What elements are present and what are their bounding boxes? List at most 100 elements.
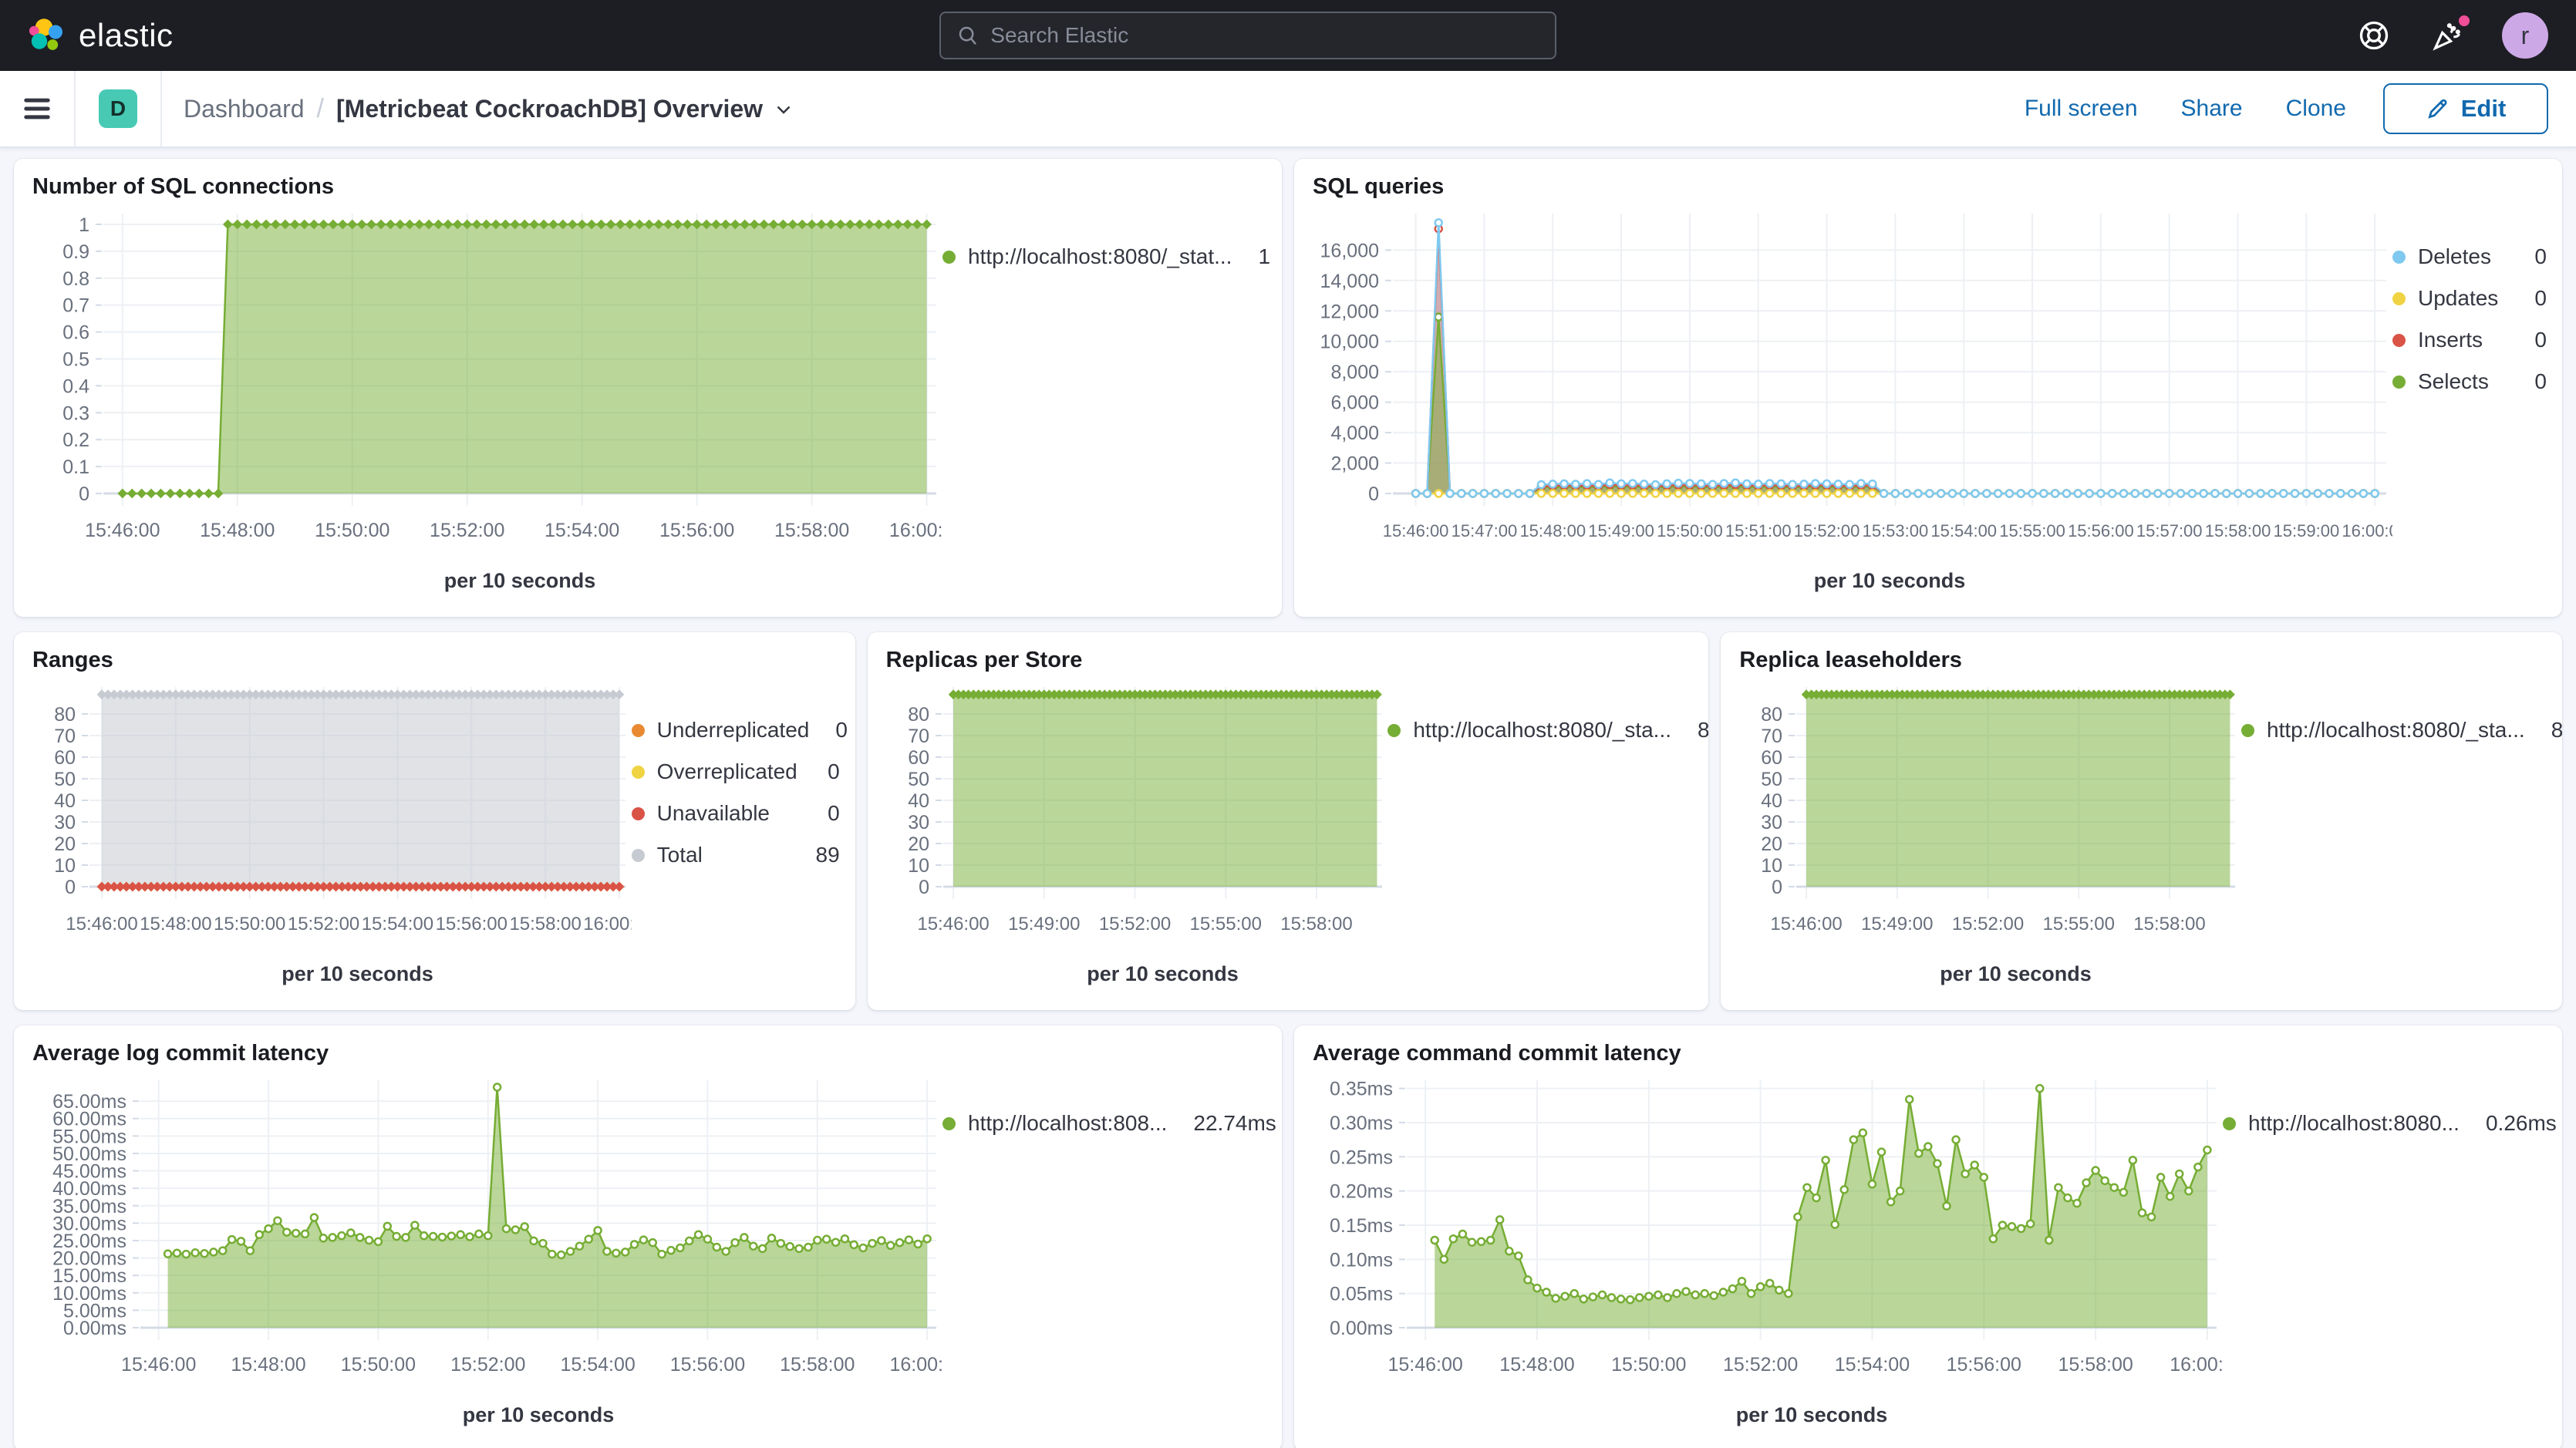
svg-text:15:48:00: 15:48:00 xyxy=(1499,1354,1574,1376)
chart-replica-leaseholders[interactable]: 0 10 20 30 40 50 60 70 80 15:46:00 15:49:00 15:52:0… xyxy=(1730,675,2241,1004)
svg-text:per 10 seconds: per 10 seconds xyxy=(1736,1403,1888,1426)
help-button[interactable] xyxy=(2354,15,2394,56)
svg-text:15:59:00: 15:59:00 xyxy=(2274,521,2340,540)
chart-row: 0 2,000 4,000 6,000 8,000 10,000 12,000 14,000 1… xyxy=(1294,201,2562,617)
edit-button[interactable]: Edit xyxy=(2383,83,2548,134)
legend-item[interactable]: Selects 0 xyxy=(2392,369,2547,394)
legend-value: 0.26ms xyxy=(2485,1111,2557,1135)
chart-row: 0 0.1 0.2 0.3 0.4 0.5 0.6 0.7 0.8 0.9 1 15:46:00 15:… xyxy=(14,201,1282,617)
svg-text:30: 30 xyxy=(908,812,929,833)
legend-item[interactable]: Overreplicated 0 xyxy=(631,759,840,784)
chart-replicas-per-store[interactable]: 0 10 20 30 40 50 60 70 80 15:46:00 15:49:00 15:52:0… xyxy=(877,675,1388,1004)
panel-title-avg-command-commit-latency: Average command commit latency xyxy=(1313,1041,1681,1066)
svg-text:15:56:00: 15:56:00 xyxy=(670,1354,745,1376)
party-popper-icon xyxy=(2433,23,2461,51)
svg-text:per 10 seconds: per 10 seconds xyxy=(1940,962,2092,985)
svg-text:0.5: 0.5 xyxy=(62,349,89,370)
svg-text:15.00ms: 15.00ms xyxy=(52,1265,126,1287)
global-search[interactable] xyxy=(939,12,1557,59)
svg-text:16:00:00: 16:00:00 xyxy=(583,914,632,934)
svg-text:20.00ms: 20.00ms xyxy=(52,1248,126,1270)
legend-item[interactable]: http://localhost:808... 22.74ms xyxy=(942,1111,1276,1136)
legend-item[interactable]: Underreplicated 0 xyxy=(631,718,848,743)
svg-text:15:54:00: 15:54:00 xyxy=(545,520,619,541)
svg-text:30: 30 xyxy=(54,812,76,833)
chart-sql-connections[interactable]: 0 0.1 0.2 0.3 0.4 0.5 0.6 0.7 0.8 0.9 1 15:46:00 15:… xyxy=(23,201,942,611)
chart-avg-log-commit-latency[interactable]: 0.00ms 5.00ms 10.00ms 15.00ms 20.00ms 25.00ms… xyxy=(23,1068,942,1445)
legend-dot xyxy=(2392,250,2406,264)
panel-ranges: Ranges 0 10 20 30 40 50 60 70 80 15:46:00 15:48:00 1… xyxy=(14,632,855,1010)
legend-item[interactable]: http://localhost:8080/_sta... 89 xyxy=(2241,718,2562,743)
legend-dot xyxy=(2241,723,2255,737)
svg-text:14,000: 14,000 xyxy=(1320,271,1379,292)
menu-button[interactable] xyxy=(0,71,74,146)
share-button[interactable]: Share xyxy=(2180,96,2243,121)
chart-row: 0 10 20 30 40 50 60 70 80 15:46:00 15:48:00 15:50:0… xyxy=(14,675,855,1010)
chart-row: 0 10 20 30 40 50 60 70 80 15:46:00 15:49:00 15:52:0… xyxy=(1721,675,2562,1010)
legend-item[interactable]: http://localhost:8080/_stat... 1 xyxy=(942,244,1270,269)
legend-value: 0 xyxy=(2534,244,2547,268)
svg-text:15:52:00: 15:52:00 xyxy=(450,1354,525,1376)
legend-item[interactable]: http://localhost:8080... 0.26ms xyxy=(2223,1111,2557,1136)
legend-dot xyxy=(2392,375,2406,389)
legend-value: 0 xyxy=(2534,286,2547,310)
legend-label: http://localhost:808... xyxy=(968,1111,1168,1135)
panel-replicas-per-store: Replicas per Store 0 10 20 30 40 50 60 70 80 15:46… xyxy=(867,632,1709,1010)
svg-text:60: 60 xyxy=(54,747,76,769)
svg-text:15:58:00: 15:58:00 xyxy=(2134,914,2206,934)
svg-text:0.00ms: 0.00ms xyxy=(1330,1318,1393,1339)
svg-text:15:50:00: 15:50:00 xyxy=(341,1354,416,1376)
svg-text:50: 50 xyxy=(1762,769,1783,790)
panel-row-1: Number of SQL connections 0 0.1 0.2 0.3 0.4 0.… xyxy=(14,159,2562,617)
chart-avg-command-commit-latency[interactable]: 0.00ms 0.05ms 0.10ms 0.15ms 0.20ms 0.25ms 0.30… xyxy=(1303,1068,2223,1445)
svg-text:0.1: 0.1 xyxy=(62,456,89,478)
svg-text:16:00:00: 16:00:00 xyxy=(889,1354,942,1376)
svg-text:15:50:00: 15:50:00 xyxy=(1611,1354,1686,1376)
panel-row-2: Ranges 0 10 20 30 40 50 60 70 80 15:46:00 15:48:00 1… xyxy=(14,632,2563,1010)
svg-text:0.00ms: 0.00ms xyxy=(63,1318,126,1339)
legend-item[interactable]: Updates 0 xyxy=(2392,286,2547,311)
svg-text:0.2: 0.2 xyxy=(62,429,89,451)
legend-value: 0 xyxy=(828,801,840,825)
svg-text:16:00:00: 16:00:00 xyxy=(2342,521,2392,540)
svg-text:15:58:00: 15:58:00 xyxy=(780,1354,855,1376)
svg-text:40: 40 xyxy=(1762,790,1783,812)
svg-text:15:55:00: 15:55:00 xyxy=(1189,914,1261,934)
space-badge[interactable]: D xyxy=(99,89,137,128)
chart-ranges[interactable]: 0 10 20 30 40 50 60 70 80 15:46:00 15:48:00 15:50:0… xyxy=(23,675,632,1004)
svg-text:15:46:00: 15:46:00 xyxy=(121,1354,196,1376)
legend-item[interactable]: Unavailable 0 xyxy=(631,801,840,826)
svg-text:10: 10 xyxy=(1762,855,1783,877)
svg-text:15:49:00: 15:49:00 xyxy=(1861,914,1933,934)
svg-text:15:58:00: 15:58:00 xyxy=(1280,914,1352,934)
svg-text:0.25ms: 0.25ms xyxy=(1330,1147,1393,1168)
legend-item[interactable]: http://localhost:8080/_sta... 89 xyxy=(1387,718,1708,743)
svg-text:65.00ms: 65.00ms xyxy=(52,1091,126,1113)
legend-dot xyxy=(2392,291,2406,305)
legend-item[interactable]: Total 89 xyxy=(631,843,840,867)
newsfeed-button[interactable] xyxy=(2428,12,2473,56)
breadcrumb: Dashboard / [Metricbeat CockroachDB] Ove… xyxy=(184,94,795,124)
legend-item[interactable]: Deletes 0 xyxy=(2392,244,2547,269)
breadcrumb-dashboard-link[interactable]: Dashboard xyxy=(184,94,305,123)
svg-text:4,000: 4,000 xyxy=(1330,423,1379,444)
svg-text:per 10 seconds: per 10 seconds xyxy=(463,1403,615,1426)
svg-text:15:46:00: 15:46:00 xyxy=(66,914,137,934)
svg-text:0.35ms: 0.35ms xyxy=(1330,1079,1393,1100)
brand[interactable]: elastic xyxy=(28,17,174,54)
panel-row-3: Average log commit latency 0.00ms 5.00ms 10… xyxy=(14,1025,2562,1448)
legend-dot xyxy=(2223,1116,2236,1130)
svg-text:15:50:00: 15:50:00 xyxy=(1657,521,1723,540)
clone-button[interactable]: Clone xyxy=(2285,96,2346,121)
pencil-icon xyxy=(2428,99,2447,119)
legend-item[interactable]: Inserts 0 xyxy=(2392,328,2547,352)
full-screen-button[interactable]: Full screen xyxy=(2024,96,2138,121)
page-title[interactable]: [Metricbeat CockroachDB] Overview xyxy=(336,95,795,123)
svg-text:50: 50 xyxy=(54,769,76,790)
search-input[interactable] xyxy=(990,23,1540,48)
svg-text:15:46:00: 15:46:00 xyxy=(1383,521,1449,540)
chart-sql-queries[interactable]: 0 2,000 4,000 6,000 8,000 10,000 12,000 14,000 1… xyxy=(1303,201,2392,611)
legend-label: Updates xyxy=(2418,286,2499,310)
header-icons: r xyxy=(2354,12,2548,59)
user-avatar[interactable]: r xyxy=(2502,12,2548,59)
